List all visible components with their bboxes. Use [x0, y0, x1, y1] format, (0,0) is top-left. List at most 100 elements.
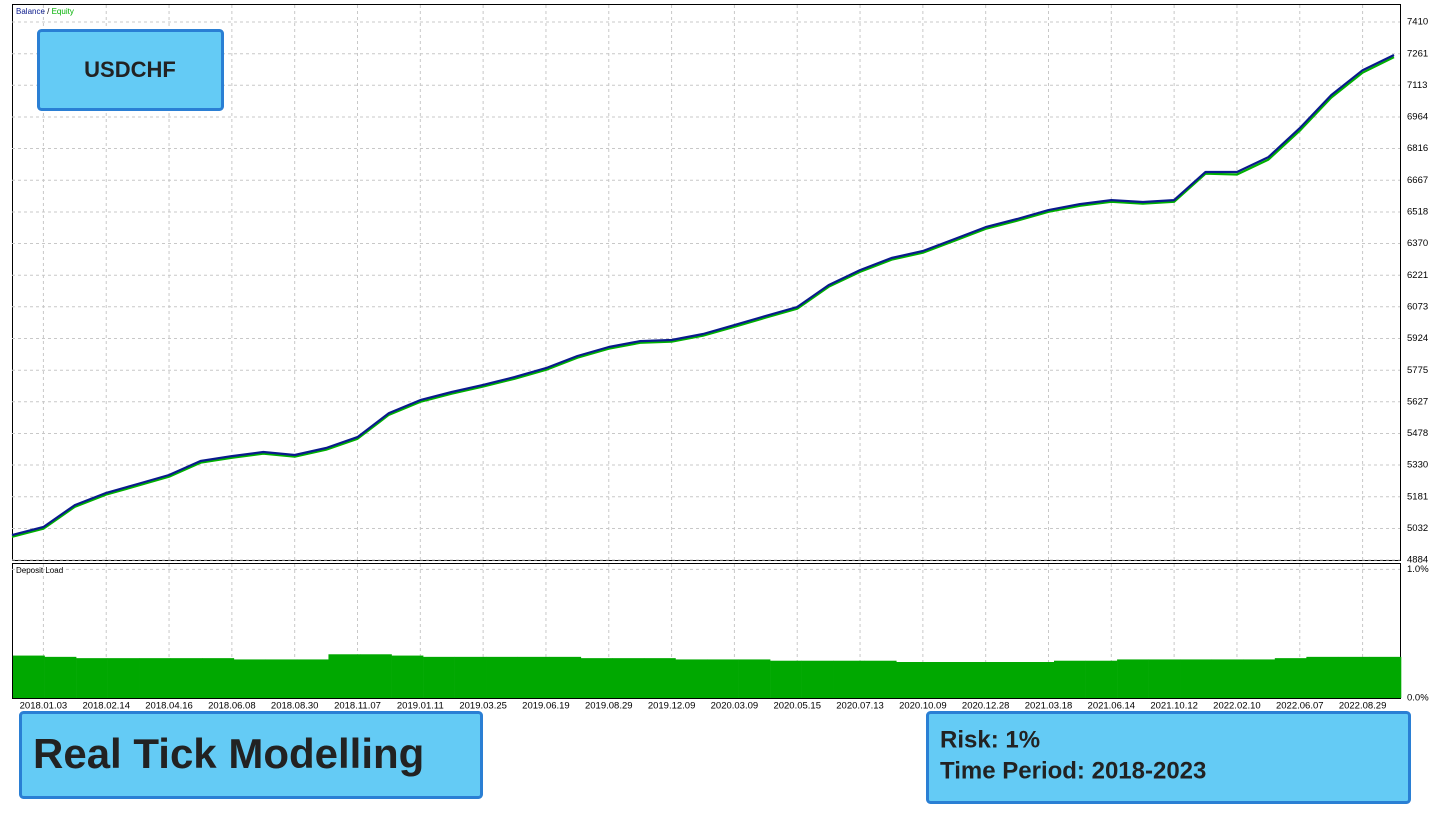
bar [328, 654, 361, 698]
bar [1211, 659, 1244, 698]
bar [1274, 658, 1307, 698]
y-tick-label: 6221 [1407, 270, 1428, 281]
bar [1243, 659, 1276, 698]
x-tick-label: 2018.02.14 [82, 701, 130, 712]
info-box [926, 711, 1411, 804]
y-tick-label: 7113 [1407, 80, 1427, 91]
bar [486, 656, 519, 698]
x-tick-label: 2019.08.29 [585, 701, 633, 712]
risk: Risk: 1% [940, 726, 1040, 753]
y-tick-label: 6667 [1407, 175, 1428, 186]
bar [896, 662, 929, 698]
legend-separator: / [45, 7, 52, 16]
x-tick-label: 2020.10.09 [899, 701, 947, 712]
bar [265, 659, 298, 698]
y-tick-label: 5924 [1407, 333, 1428, 344]
x-tick-label: 2018.11.07 [334, 701, 381, 712]
bar [296, 659, 329, 698]
x-tick-label: 2021.03.18 [1025, 701, 1073, 712]
bar [707, 659, 739, 698]
x-tick-label: 2020.03.09 [711, 701, 759, 712]
bar [170, 658, 203, 698]
bar [1117, 659, 1149, 698]
bar [801, 660, 834, 698]
x-tick-label: 2022.06.07 [1276, 701, 1324, 712]
y-tick-label: 6370 [1407, 238, 1428, 249]
y-tick-label: 5627 [1407, 396, 1428, 407]
x-tick-label: 2020.05.15 [773, 701, 821, 712]
modelling-box [19, 711, 483, 799]
bar [612, 658, 645, 698]
x-tick-label: 2022.08.29 [1339, 701, 1387, 712]
x-tick-label: 2020.12.28 [962, 701, 1010, 712]
symbol: USDCHF [84, 57, 176, 82]
x-tick-label: 2019.01.11 [397, 701, 444, 712]
bar [1022, 662, 1055, 698]
x-tick-label: 2018.01.03 [20, 701, 68, 712]
bar [1085, 660, 1118, 698]
bar [44, 656, 77, 698]
bar [517, 656, 550, 698]
bar [959, 662, 992, 698]
y-tick-label: 5181 [1407, 491, 1428, 502]
bar [13, 655, 45, 698]
bar [360, 654, 392, 698]
y-tick-label: 5032 [1407, 523, 1428, 534]
marks [11, 54, 1402, 698]
bar [233, 659, 266, 698]
panel-title: Deposit Load [16, 566, 63, 575]
y-tick-label: 1.0% [1407, 564, 1429, 575]
y-tick-label: 6518 [1407, 207, 1428, 218]
series-line [11, 54, 1395, 537]
y-tick-label: 7410 [1407, 17, 1428, 28]
bar [1180, 659, 1213, 698]
y-tick-label: 5330 [1407, 460, 1428, 471]
bar [770, 660, 802, 698]
bar [202, 658, 235, 698]
x-tick-label: 2019.06.19 [522, 701, 570, 712]
x-tick-label: 2018.04.16 [145, 701, 193, 712]
y-tick-label: 4884 [1407, 555, 1428, 566]
x-tick-label: 2018.06.08 [208, 701, 256, 712]
bar [423, 656, 455, 698]
x-tick-label: 2019.03.25 [459, 701, 507, 712]
bar [1337, 656, 1370, 698]
y-tick-label: 6816 [1407, 143, 1428, 154]
bar [864, 660, 897, 698]
bar [76, 658, 108, 698]
y-tick-label: 5478 [1407, 428, 1428, 439]
y-tick-label: 6073 [1407, 301, 1428, 312]
bar [1369, 656, 1402, 698]
bar [738, 659, 771, 698]
bar [1148, 659, 1181, 698]
legend-balance: Balance [16, 7, 45, 16]
x-tick-label: 2021.10.12 [1150, 701, 1198, 712]
bar [454, 656, 487, 698]
x-tick-label: 2018.08.30 [271, 701, 319, 712]
modelling: Real Tick Modelling [33, 730, 424, 777]
x-tick-label: 2021.06.14 [1088, 701, 1136, 712]
bar [990, 662, 1023, 698]
bar [1306, 656, 1339, 698]
series-line [11, 56, 1395, 538]
bar [107, 658, 140, 698]
y-tick-label: 7261 [1407, 48, 1428, 59]
grid [12, 5, 1400, 698]
y-tick-label: 6964 [1407, 112, 1428, 123]
bar [139, 658, 172, 698]
legend-equity: Equity [52, 7, 74, 16]
bar [833, 660, 866, 698]
bar [580, 658, 613, 698]
legend: Balance / Equity [16, 7, 74, 16]
symbol-box [37, 29, 224, 111]
x-tick-label: 2019.12.09 [648, 701, 696, 712]
x-tick-label: 2022.02.10 [1213, 701, 1261, 712]
y-tick-label: 5775 [1407, 365, 1428, 376]
top-plot-frame [12, 4, 1401, 561]
labels: 4884 5032 5181 5330 5478 5627 5775 5924 6073 6221… [20, 17, 1430, 712]
bar [549, 656, 582, 698]
bar [643, 658, 676, 698]
period: Time Period: 2018-2023 [940, 757, 1206, 784]
y-tick-label: 0.0% [1407, 693, 1429, 704]
